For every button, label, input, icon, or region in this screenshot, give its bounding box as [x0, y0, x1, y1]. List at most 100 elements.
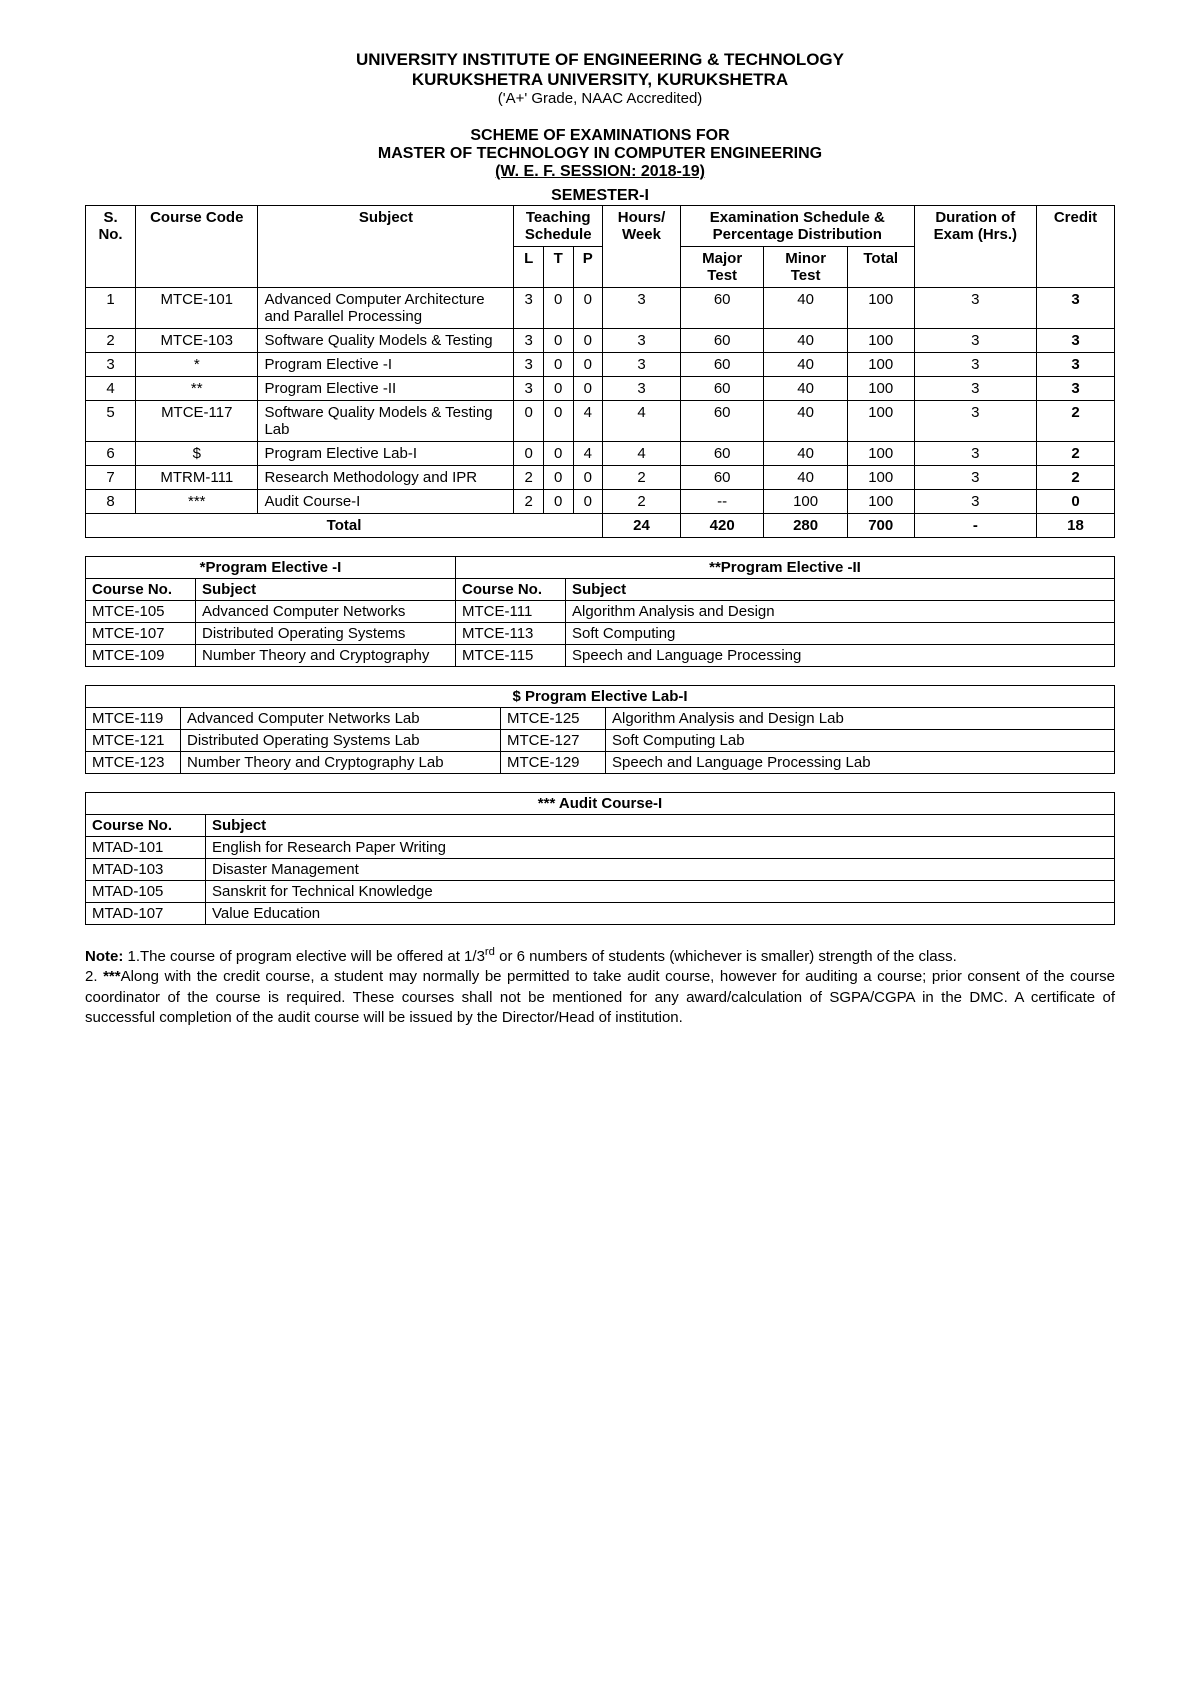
cell: 0 [543, 329, 573, 353]
cell: Sanskrit for Technical Knowledge [206, 881, 1115, 903]
cell: Soft Computing Lab [606, 730, 1115, 752]
header-line-2: KURUKSHETRA UNIVERSITY, KURUKSHETRA [85, 70, 1115, 90]
cell: 100 [847, 377, 914, 401]
cell: 0 [543, 288, 573, 329]
cell: 4 [573, 401, 603, 442]
cell: 0 [573, 288, 603, 329]
audit-title: *** Audit Course-I [86, 793, 1115, 815]
cell: 0 [573, 377, 603, 401]
col-subject: Subject [258, 206, 514, 288]
cell: MTCE-119 [86, 708, 181, 730]
lab-title: $ Program Elective Lab-I [86, 686, 1115, 708]
cell: 100 [847, 442, 914, 466]
cell: 100 [847, 353, 914, 377]
cell: MTAD-103 [86, 859, 206, 881]
cell: 0 [573, 466, 603, 490]
cell: 0 [573, 353, 603, 377]
cell: Number Theory and Cryptography Lab [181, 752, 501, 774]
cell: Algorithm Analysis and Design Lab [606, 708, 1115, 730]
cell: Research Methodology and IPR [258, 466, 514, 490]
cell: Audit Course-I [258, 490, 514, 514]
cell: 3 [914, 377, 1036, 401]
table-row: MTAD-101English for Research Paper Writi… [86, 837, 1115, 859]
cell: 40 [764, 353, 847, 377]
cell: 60 [680, 288, 763, 329]
cell: Algorithm Analysis and Design [566, 601, 1115, 623]
cell: 40 [764, 377, 847, 401]
cell: 2 [1037, 401, 1115, 442]
cell: MTCE-113 [456, 623, 566, 645]
cell: 0 [573, 490, 603, 514]
note-label: Note: [85, 948, 123, 965]
cell: Distributed Operating Systems [196, 623, 456, 645]
totals-minor: 280 [764, 514, 847, 538]
cell: MTCE-117 [136, 401, 258, 442]
cell: MTCE-129 [501, 752, 606, 774]
cell: 2 [86, 329, 136, 353]
totals-hours: 24 [603, 514, 681, 538]
note-2: 2. ***Along with the credit course, a st… [85, 967, 1115, 1028]
col-major: Major Test [680, 247, 763, 288]
cell: 40 [764, 329, 847, 353]
electives-table: *Program Elective -I **Program Elective … [85, 556, 1115, 667]
cell: MTAD-107 [86, 903, 206, 925]
cell: Disaster Management [206, 859, 1115, 881]
col-l: L [514, 247, 544, 288]
col-p: P [573, 247, 603, 288]
cell: 100 [764, 490, 847, 514]
electives-header-row: Course No. Subject Course No. Subject [86, 579, 1115, 601]
table-row: MTAD-107Value Education [86, 903, 1115, 925]
note-2c: Along with the credit course, a student … [85, 968, 1115, 1026]
note-1a: 1.The course of program elective will be… [123, 948, 485, 965]
cell: Advanced Computer Architecture and Paral… [258, 288, 514, 329]
table-row: MTCE-123Number Theory and Cryptography L… [86, 752, 1115, 774]
cell: 0 [543, 490, 573, 514]
cell: Speech and Language Processing [566, 645, 1115, 667]
col-code: Course Code [136, 206, 258, 288]
cell: Program Elective -I [258, 353, 514, 377]
audit-table: *** Audit Course-I Course No. Subject MT… [85, 792, 1115, 925]
col-sno: S. No. [86, 206, 136, 288]
table-row: MTAD-105Sanskrit for Technical Knowledge [86, 881, 1115, 903]
col-duration: Duration of Exam (Hrs.) [914, 206, 1036, 288]
cell: 40 [764, 288, 847, 329]
cell: * [136, 353, 258, 377]
cell: MTCE-107 [86, 623, 196, 645]
cell: 100 [847, 401, 914, 442]
table-row: 1MTCE-101Advanced Computer Architecture … [86, 288, 1115, 329]
table-header-row-1: S. No. Course Code Subject Teaching Sche… [86, 206, 1115, 247]
cell: Program Elective Lab-I [258, 442, 514, 466]
cell: 6 [86, 442, 136, 466]
cell: 3 [1037, 288, 1115, 329]
cell: 60 [680, 329, 763, 353]
cell: MTCE-101 [136, 288, 258, 329]
col-t: T [543, 247, 573, 288]
cell: 3 [914, 490, 1036, 514]
cell: 0 [1037, 490, 1115, 514]
totals-total: 700 [847, 514, 914, 538]
notes-block: Note: 1.The course of program elective w… [85, 945, 1115, 1028]
semester-title: SEMESTER-I [85, 187, 1115, 205]
cell: 0 [543, 442, 573, 466]
cell: 3 [514, 329, 544, 353]
cell: 60 [680, 377, 763, 401]
scheme-line-2: MASTER OF TECHNOLOGY IN COMPUTER ENGINEE… [85, 145, 1115, 163]
table-row: MTCE-121Distributed Operating Systems La… [86, 730, 1115, 752]
cell: 3 [914, 353, 1036, 377]
elective1-h-code: Course No. [86, 579, 196, 601]
cell: 3 [1037, 329, 1115, 353]
cell: 3 [914, 329, 1036, 353]
cell: 2 [603, 490, 681, 514]
cell: Soft Computing [566, 623, 1115, 645]
header-line-1: UNIVERSITY INSTITUTE OF ENGINEERING & TE… [85, 50, 1115, 70]
cell: 4 [573, 442, 603, 466]
cell: 3 [514, 288, 544, 329]
cell: 1 [86, 288, 136, 329]
cell: 40 [764, 466, 847, 490]
col-hours: Hours/ Week [603, 206, 681, 288]
elective1-h-sub: Subject [196, 579, 456, 601]
cell: 0 [573, 329, 603, 353]
elective2-h-code: Course No. [456, 579, 566, 601]
cell: 100 [847, 288, 914, 329]
cell: 2 [514, 490, 544, 514]
